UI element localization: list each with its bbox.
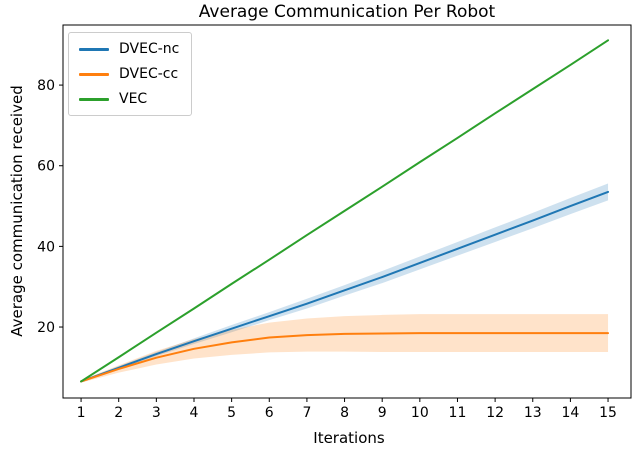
x-tick-label: 12 [486,405,504,421]
legend-label: VEC [119,91,148,107]
x-tick-label: 14 [561,405,579,421]
axes-spines [62,24,632,399]
x-tick-label: 2 [114,405,123,421]
y-tick-label: 40 [37,239,55,255]
legend-item-vec: VEC [79,90,179,108]
legend-label: DVEC-cc [119,66,179,82]
legend-item-dvec-nc: DVEC-nc [79,40,179,58]
legend-item-dvec-cc: DVEC-cc [79,65,179,83]
y-tick-label: 60 [37,159,55,175]
series-line-DVEC-nc [80,190,610,383]
confidence-band-DVEC-cc [81,314,609,383]
chart-title: Average Communication Per Robot [198,2,496,22]
series-line-VEC [80,39,610,383]
legend-label: DVEC-nc [119,41,180,57]
legend-swatch-dvec-nc [79,47,109,51]
legend: DVEC-nc DVEC-cc VEC [68,32,193,116]
y-axis-label: Average communication received [8,85,26,337]
x-tick-label: 6 [265,405,274,421]
x-tick-label: 5 [227,405,236,421]
y-tick-label: 20 [37,320,55,336]
x-tick-label: 7 [302,405,311,421]
x-tick-label: 1 [77,405,86,421]
x-tick-label: 13 [524,405,542,421]
x-tick-label: 4 [190,405,199,421]
y-tick-label: 80 [37,78,55,94]
x-axis-label: Iterations [313,429,385,447]
x-tick-label: 3 [152,405,161,421]
confidence-band-DVEC-nc [81,183,609,383]
x-tick-label: 11 [449,405,467,421]
legend-swatch-dvec-cc [79,72,109,76]
x-tick-label: 8 [340,405,349,421]
x-tick-label: 15 [599,405,617,421]
legend-swatch-vec [79,97,109,101]
x-tick-label: 10 [411,405,429,421]
series-line-DVEC-cc [80,332,610,383]
x-tick-label: 9 [378,405,387,421]
